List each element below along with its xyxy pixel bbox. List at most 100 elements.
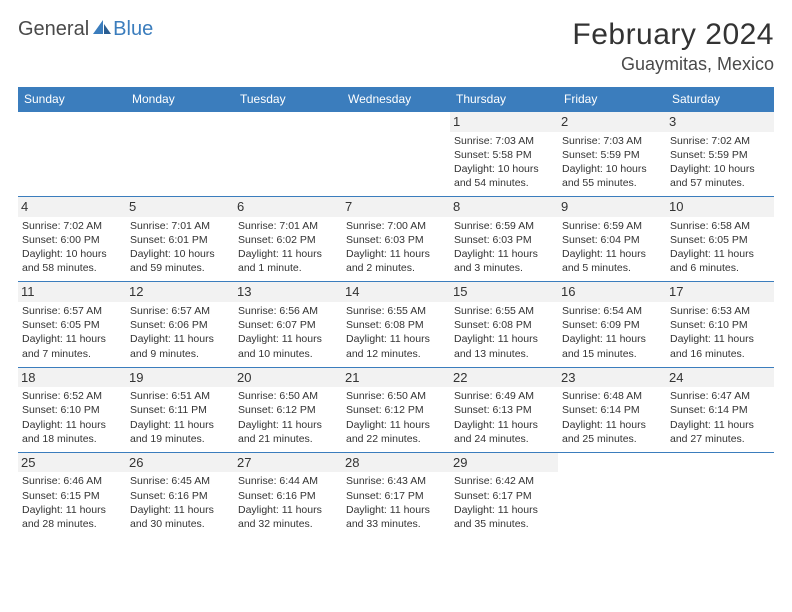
- daylight-text: Daylight: 11 hours: [346, 503, 446, 517]
- sunset-text: Sunset: 6:14 PM: [562, 403, 662, 417]
- sunset-text: Sunset: 6:13 PM: [454, 403, 554, 417]
- sunrise-text: Sunrise: 7:03 AM: [562, 134, 662, 148]
- sunset-text: Sunset: 6:17 PM: [346, 489, 446, 503]
- calendar-day-cell: 16Sunrise: 6:54 AMSunset: 6:09 PMDayligh…: [558, 282, 666, 367]
- sunset-text: Sunset: 5:58 PM: [454, 148, 554, 162]
- calendar-day-cell: 18Sunrise: 6:52 AMSunset: 6:10 PMDayligh…: [18, 367, 126, 452]
- daylight-text: and 33 minutes.: [346, 517, 446, 531]
- calendar-day-cell: 20Sunrise: 6:50 AMSunset: 6:12 PMDayligh…: [234, 367, 342, 452]
- sunrise-text: Sunrise: 6:47 AM: [670, 389, 770, 403]
- sunset-text: Sunset: 6:03 PM: [346, 233, 446, 247]
- daylight-text: Daylight: 10 hours: [670, 162, 770, 176]
- day-number: 12: [126, 282, 234, 302]
- sunset-text: Sunset: 6:17 PM: [454, 489, 554, 503]
- sunset-text: Sunset: 6:01 PM: [130, 233, 230, 247]
- daylight-text: Daylight: 11 hours: [562, 332, 662, 346]
- sunrise-text: Sunrise: 7:00 AM: [346, 219, 446, 233]
- daylight-text: and 22 minutes.: [346, 432, 446, 446]
- sunset-text: Sunset: 6:09 PM: [562, 318, 662, 332]
- sunrise-text: Sunrise: 7:01 AM: [130, 219, 230, 233]
- sunset-text: Sunset: 5:59 PM: [562, 148, 662, 162]
- calendar-day-cell: 24Sunrise: 6:47 AMSunset: 6:14 PMDayligh…: [666, 367, 774, 452]
- day-number: 29: [450, 453, 558, 473]
- day-number: 20: [234, 368, 342, 388]
- daylight-text: and 3 minutes.: [454, 261, 554, 275]
- sunset-text: Sunset: 6:05 PM: [670, 233, 770, 247]
- daylight-text: and 55 minutes.: [562, 176, 662, 190]
- sunrise-text: Sunrise: 6:49 AM: [454, 389, 554, 403]
- daylight-text: Daylight: 11 hours: [454, 332, 554, 346]
- sunrise-text: Sunrise: 6:46 AM: [22, 474, 122, 488]
- daylight-text: Daylight: 11 hours: [238, 503, 338, 517]
- daylight-text: and 9 minutes.: [130, 347, 230, 361]
- day-number: 25: [18, 453, 126, 473]
- day-number: 23: [558, 368, 666, 388]
- calendar-day-cell: 6Sunrise: 7:01 AMSunset: 6:02 PMDaylight…: [234, 197, 342, 282]
- logo: General Blue: [18, 18, 153, 41]
- sunrise-text: Sunrise: 6:50 AM: [346, 389, 446, 403]
- day-number: 28: [342, 453, 450, 473]
- daylight-text: Daylight: 11 hours: [22, 418, 122, 432]
- calendar-day-cell: [234, 112, 342, 197]
- calendar-day-cell: [558, 452, 666, 537]
- sunrise-text: Sunrise: 6:54 AM: [562, 304, 662, 318]
- day-number: 22: [450, 368, 558, 388]
- daylight-text: Daylight: 11 hours: [454, 247, 554, 261]
- calendar-week-row: 1 Sunrise: 7:03 AM Sunset: 5:58 PM Daylight…: [18, 112, 774, 197]
- day-number: 5: [126, 197, 234, 217]
- calendar-day-cell: 8Sunrise: 6:59 AMSunset: 6:03 PMDaylight…: [450, 197, 558, 282]
- calendar-week-row: 4Sunrise: 7:02 AMSunset: 6:00 PMDaylight…: [18, 197, 774, 282]
- logo-text-blue: Blue: [113, 18, 153, 41]
- sunrise-text: Sunrise: 6:52 AM: [22, 389, 122, 403]
- logo-text-general: General: [18, 18, 89, 41]
- weekday-header: Sunday: [18, 87, 126, 112]
- daylight-text: and 24 minutes.: [454, 432, 554, 446]
- weekday-header: Friday: [558, 87, 666, 112]
- daylight-text: and 57 minutes.: [670, 176, 770, 190]
- calendar-day-cell: 11Sunrise: 6:57 AMSunset: 6:05 PMDayligh…: [18, 282, 126, 367]
- sunrise-text: Sunrise: 6:59 AM: [454, 219, 554, 233]
- sunrise-text: Sunrise: 6:57 AM: [22, 304, 122, 318]
- daylight-text: Daylight: 10 hours: [130, 247, 230, 261]
- calendar-day-cell: [18, 112, 126, 197]
- sunrise-text: Sunrise: 6:56 AM: [238, 304, 338, 318]
- day-number: 24: [666, 368, 774, 388]
- daylight-text: Daylight: 11 hours: [130, 418, 230, 432]
- calendar-day-cell: [126, 112, 234, 197]
- day-number: 3: [666, 112, 774, 132]
- sunset-text: Sunset: 6:06 PM: [130, 318, 230, 332]
- sunrise-text: Sunrise: 6:57 AM: [130, 304, 230, 318]
- title-block: February 2024 Guaymitas, Mexico: [572, 18, 774, 75]
- daylight-text: and 25 minutes.: [562, 432, 662, 446]
- weekday-header: Thursday: [450, 87, 558, 112]
- day-number: 2: [558, 112, 666, 132]
- calendar-week-row: 25Sunrise: 6:46 AMSunset: 6:15 PMDayligh…: [18, 452, 774, 537]
- sunset-text: Sunset: 6:03 PM: [454, 233, 554, 247]
- calendar-day-cell: 29Sunrise: 6:42 AMSunset: 6:17 PMDayligh…: [450, 452, 558, 537]
- sunrise-text: Sunrise: 6:43 AM: [346, 474, 446, 488]
- calendar-day-cell: 25Sunrise: 6:46 AMSunset: 6:15 PMDayligh…: [18, 452, 126, 537]
- weekday-header-row: Sunday Monday Tuesday Wednesday Thursday…: [18, 87, 774, 112]
- daylight-text: Daylight: 11 hours: [562, 418, 662, 432]
- calendar-day-cell: 12 Sunrise: 6:57 AMSunset: 6:06 PMDayligh…: [126, 282, 234, 367]
- calendar-week-row: 18Sunrise: 6:52 AMSunset: 6:10 PMDayligh…: [18, 367, 774, 452]
- month-title: February 2024: [572, 18, 774, 52]
- calendar-day-cell: 23Sunrise: 6:48 AMSunset: 6:14 PMDayligh…: [558, 367, 666, 452]
- day-number: 10: [666, 197, 774, 217]
- daylight-text: and 54 minutes.: [454, 176, 554, 190]
- daylight-text: and 18 minutes.: [22, 432, 122, 446]
- calendar-day-cell: 15Sunrise: 6:55 AMSunset: 6:08 PMDayligh…: [450, 282, 558, 367]
- sunset-text: Sunset: 6:16 PM: [130, 489, 230, 503]
- calendar-table: Sunday Monday Tuesday Wednesday Thursday…: [18, 87, 774, 537]
- sunset-text: Sunset: 6:11 PM: [130, 403, 230, 417]
- daylight-text: and 6 minutes.: [670, 261, 770, 275]
- sunrise-text: Sunrise: 6:42 AM: [454, 474, 554, 488]
- daylight-text: Daylight: 11 hours: [130, 332, 230, 346]
- calendar-day-cell: 2Sunrise: 7:03 AMSunset: 5:59 PMDaylight…: [558, 112, 666, 197]
- calendar-day-cell: 4Sunrise: 7:02 AMSunset: 6:00 PMDaylight…: [18, 197, 126, 282]
- day-number: 1: [450, 112, 558, 132]
- daylight-text: Daylight: 11 hours: [22, 332, 122, 346]
- daylight-text: and 1 minute.: [238, 261, 338, 275]
- daylight-text: and 16 minutes.: [670, 347, 770, 361]
- daylight-text: Daylight: 11 hours: [238, 332, 338, 346]
